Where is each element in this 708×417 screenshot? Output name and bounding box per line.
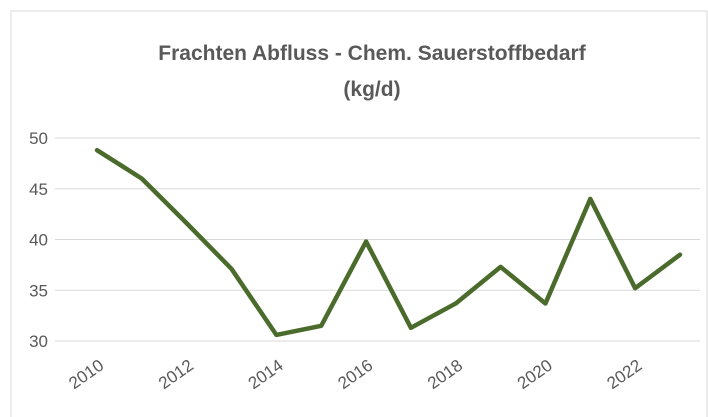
- y-tick-label: 50: [29, 129, 48, 148]
- chart-title: Frachten Abfluss - Chem. Sauerstoffbedar…: [158, 42, 586, 65]
- y-tick-label: 45: [29, 180, 48, 199]
- y-tick-label: 35: [29, 281, 48, 300]
- line-series: [94, 147, 683, 338]
- chart-title: (kg/d): [343, 78, 400, 101]
- chart-border: [10, 10, 708, 417]
- y-tick-label: 30: [29, 332, 48, 351]
- y-tick-label: 40: [29, 231, 48, 250]
